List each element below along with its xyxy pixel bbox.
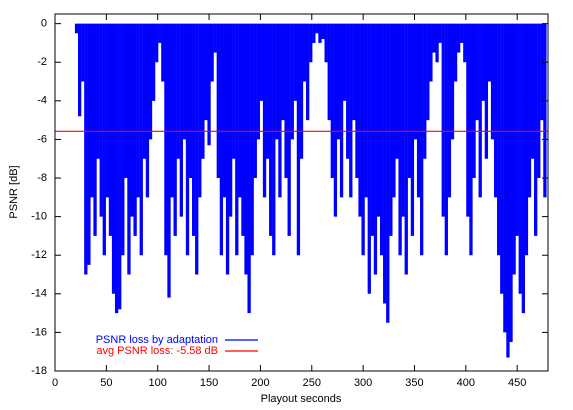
y-tick-label: -6: [37, 133, 47, 145]
y-tick-label: -14: [31, 288, 47, 300]
x-tick-label: 450: [508, 377, 526, 389]
x-tick-label: 300: [354, 377, 372, 389]
y-axis-label: PSNR [dB]: [8, 165, 20, 218]
legend-label: PSNR loss by adaptation: [96, 334, 218, 346]
x-tick-label: 200: [251, 377, 269, 389]
y-tick-label: -18: [31, 365, 47, 377]
y-tick-label: -2: [37, 56, 47, 68]
x-tick-label: 150: [200, 377, 218, 389]
y-tick-label: 0: [41, 18, 47, 30]
x-tick-label: 400: [457, 377, 475, 389]
y-tick-label: -10: [31, 211, 47, 223]
x-tick-label: 350: [405, 377, 423, 389]
x-tick-label: 50: [100, 377, 112, 389]
plot-frame: [54, 13, 549, 372]
legend-label: avg PSNR loss: -5.58 dB: [96, 345, 218, 357]
x-tick-label: 100: [149, 377, 167, 389]
x-tick-label: 250: [303, 377, 321, 389]
y-tick-label: -8: [37, 172, 47, 184]
y-tick-label: -4: [37, 95, 47, 107]
y-tick-label: -16: [31, 326, 47, 338]
x-axis-label: Playout seconds: [261, 393, 342, 405]
x-tick-label: 0: [52, 377, 58, 389]
y-tick-label: -12: [31, 249, 47, 261]
